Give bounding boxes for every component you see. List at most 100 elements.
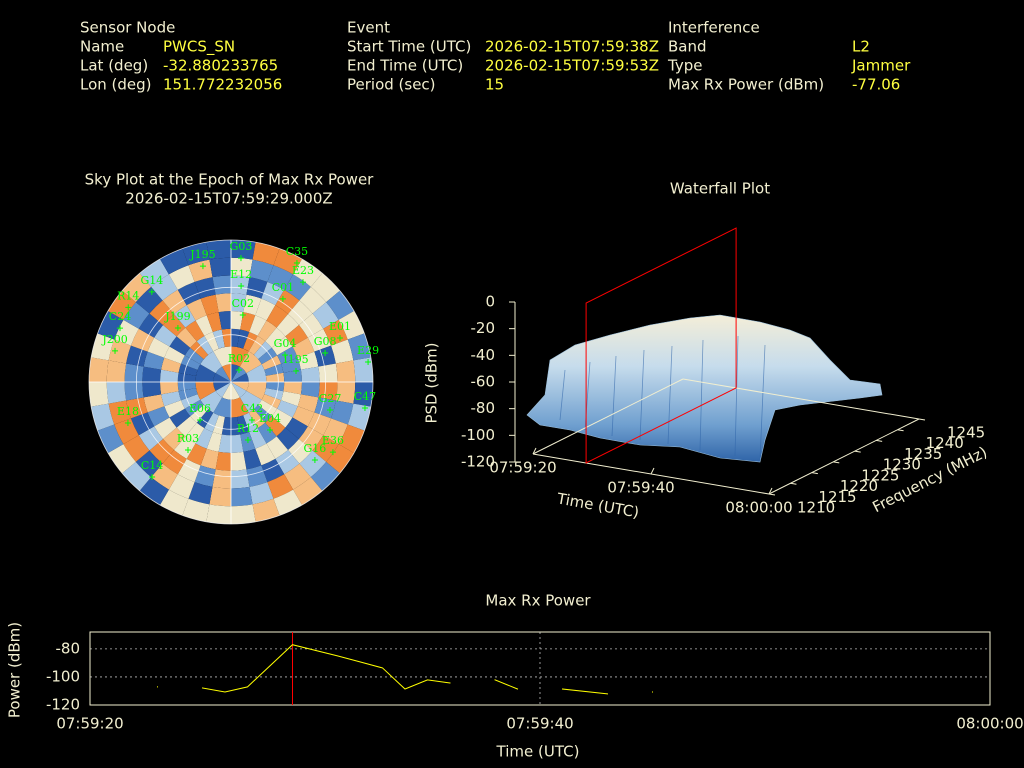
y-tick [876,439,883,442]
sky-cell [297,351,319,370]
sky-cell [267,474,294,499]
sky-cell [209,257,231,278]
sky-cell [265,327,286,348]
sky-cell [239,390,262,413]
sky-cell [186,443,207,466]
sky-cell [188,259,213,282]
sky-cell [139,477,169,505]
y-tick-label: -80 [56,639,81,657]
y-tick-label: 1225 [861,466,899,484]
satellite-marker [293,260,300,267]
sky-cell [161,357,181,373]
sky-cell [212,275,231,295]
sky-cell [243,448,262,470]
satellite-label: G04 [274,337,297,350]
info-label: End Time (UTC) [347,57,463,75]
satellite-label: R12 [237,422,259,435]
info-value: 15 [485,76,504,94]
satellite-marker [174,324,181,331]
info-label: Name [80,38,124,56]
satellite-label: E12 [230,268,252,281]
info-value: Jammer [851,57,911,75]
sky-cell [231,328,241,348]
sky-cell [239,351,262,374]
sky-cell [185,320,205,342]
sky-cell [184,399,204,417]
sky-cell [222,382,231,400]
sky-cell [243,412,258,433]
sky-cell [173,305,196,328]
sky-cell [281,391,301,407]
z-tick-label: -20 [471,319,496,337]
info-value: L2 [852,38,870,56]
sky-cell [246,364,267,382]
sky-cell [218,311,231,330]
sky-cell [231,469,250,489]
sky-cell [212,329,225,349]
info-label: Lat (deg) [80,57,148,75]
sky-cell [177,281,201,306]
satellite-marker [112,347,119,354]
satellite-marker [117,325,124,332]
sky-cell [149,300,174,325]
sky-cell [212,469,231,489]
psd-surface [526,314,883,463]
sky-cell [310,461,340,491]
sky-cell [248,409,266,429]
satellite-label: J195 [189,248,215,261]
satellite-label: C42 [241,402,263,415]
x-tick [768,487,773,495]
satellite-label: G03 [230,240,253,253]
sky-cell [252,242,280,266]
sky-cell [258,399,278,417]
info-label: Period (sec) [347,76,436,94]
sky-cell [200,351,223,374]
sky-cell [276,314,299,337]
y-tick-label: -120 [46,696,80,714]
sky-cell [151,274,178,301]
sky-cell [177,458,201,483]
sky-cell [177,382,197,392]
sky-cell [323,418,348,445]
sky-cell [162,449,187,475]
sky-cell [190,404,209,423]
sky-cell [276,427,299,450]
sky-cell [288,300,313,325]
sky-cell [108,339,131,364]
info-title: Interference [668,19,760,37]
satellite-marker [329,449,336,456]
sky-cell [168,265,195,290]
satellite-label: E06 [189,402,211,415]
sky-cell [206,504,231,524]
frequency-axis [768,418,920,495]
sky-cell [249,428,267,449]
sky-cell [231,434,244,453]
sky-cell [182,498,210,522]
sky-cell [246,465,268,487]
sky-cell [231,311,244,330]
sky-cell [240,312,256,332]
sky-cell [123,435,150,462]
sky-cell [267,265,294,290]
sky-cell [124,382,144,401]
sky-cell [164,400,185,418]
sky-cell [231,373,249,382]
sky-cell [283,369,302,382]
satellite-label: C01 [272,281,294,294]
satellite-marker [124,420,131,427]
satellite-marker [238,282,245,289]
waterfall-plot: Waterfall Plot0-20-40-60-80-100-12007:59… [423,180,991,522]
sky-cell [123,302,150,329]
sky-cell [231,382,240,400]
power-line [157,644,653,695]
sky-cell [246,277,268,299]
info-label: Band [668,38,707,56]
left-edge [532,378,684,455]
sky-cell [194,277,216,299]
sky-cell [213,346,231,367]
sky-cell [257,422,277,444]
sky-plot: Sky Plot at the Epoch of Max Rx Power202… [85,171,379,525]
chart-title: Max Rx Power [485,592,591,610]
sky-cell [266,305,289,328]
